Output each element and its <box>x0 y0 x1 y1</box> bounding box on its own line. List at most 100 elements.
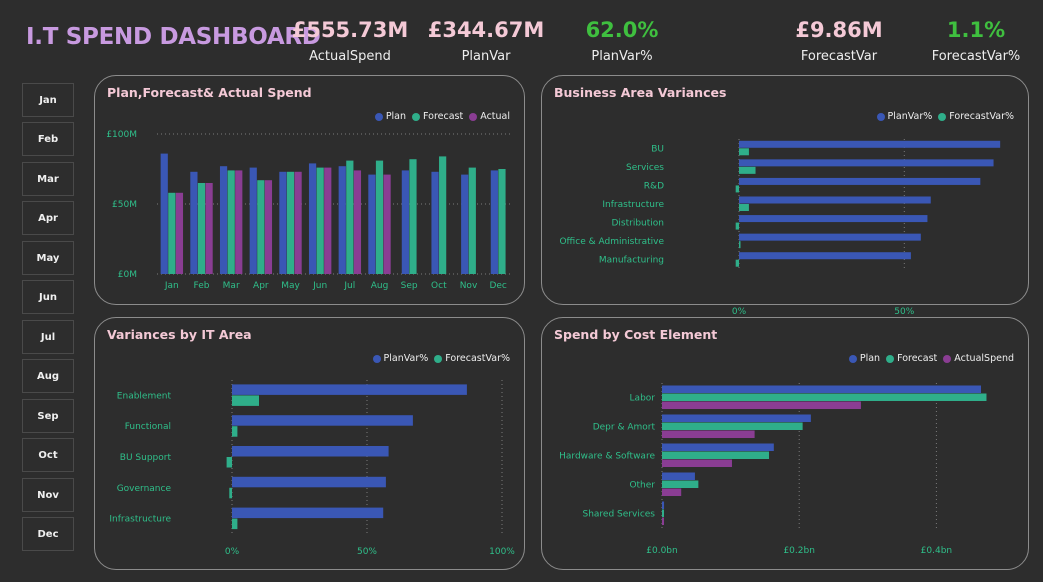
legend-item-plan[interactable]: Plan <box>374 111 406 122</box>
bar-plan <box>279 171 287 274</box>
bar-actualspend <box>662 430 755 438</box>
legend-label: PlanVar% <box>887 111 933 122</box>
legend-label: ForecastVar% <box>445 353 510 364</box>
category-label: Manufacturing <box>599 256 664 266</box>
x-tick-label: Nov <box>460 281 478 291</box>
category-label: Services <box>626 163 664 173</box>
legend-item-forecastvar[interactable]: ForecastVar% <box>938 111 1014 122</box>
category-label: Enablement <box>117 391 172 401</box>
bar-planvar-pct <box>232 384 467 395</box>
bar-actual <box>264 180 273 274</box>
bar-plan <box>431 171 439 274</box>
business-area-card: Business Area Variances PlanVar% Forecas… <box>541 75 1029 317</box>
kpi-forecast-var: £9.86M ForecastVar <box>769 18 909 64</box>
category-label: R&D <box>644 181 664 191</box>
month-button-mar[interactable]: Mar <box>22 162 74 196</box>
plan-dot-icon <box>374 112 383 121</box>
bar-forecastvar-pct <box>739 241 741 249</box>
legend-item-planvar[interactable]: PlanVar% <box>876 111 933 122</box>
chart-legend: PlanVar% ForecastVar% <box>876 111 1014 122</box>
x-tick-label: £0.4bn <box>921 546 952 556</box>
bar-forecast <box>197 183 206 274</box>
bar-forecast <box>168 192 176 274</box>
bar-forecastvar-pct <box>735 259 739 267</box>
category-label: Infrastructure <box>602 200 664 210</box>
bar-planvar-pct <box>232 476 386 488</box>
bar-forecastvar-pct <box>739 148 749 156</box>
category-label: Other <box>629 481 655 491</box>
x-tick-label: 50% <box>357 547 377 557</box>
month-button-may[interactable]: May <box>22 241 74 275</box>
legend-label: PlanVar% <box>383 353 429 364</box>
kpi-label: ActualSpend <box>309 49 391 64</box>
category-label: BU <box>651 144 664 154</box>
legend-item-actual[interactable]: Actual <box>469 111 510 122</box>
month-button-feb[interactable]: Feb <box>22 122 74 156</box>
bar-plan <box>308 163 317 274</box>
category-label: Functional <box>125 422 171 432</box>
bar-plan <box>461 174 469 274</box>
bar-planvar-pct <box>232 507 384 519</box>
month-button-jul[interactable]: Jul <box>22 320 74 354</box>
bar-forecastvar-pct <box>735 222 739 230</box>
forecastvar-dot-icon <box>938 112 947 121</box>
month-button-nov[interactable]: Nov <box>22 478 74 512</box>
y-tick-label: £0M <box>118 270 137 280</box>
legend-item-forecastvar[interactable]: ForecastVar% <box>434 353 510 364</box>
kpi-value: 62.0% <box>585 18 659 42</box>
bar-actual <box>235 170 243 274</box>
x-tick-label: £0.0bn <box>646 546 677 556</box>
category-label: Office & Administrative <box>559 237 664 247</box>
bar-actualspend <box>662 488 682 496</box>
month-button-jun[interactable]: Jun <box>22 280 74 314</box>
kpi-label: ForecastVar% <box>931 49 1021 64</box>
kpi-plan-var: £344.67M PlanVar <box>416 18 556 64</box>
category-label: Shared Services <box>583 510 656 520</box>
x-tick-label: Feb <box>194 281 210 291</box>
month-button-jan[interactable]: Jan <box>22 83 74 117</box>
x-tick-label: Sep <box>401 281 418 291</box>
legend-item-forecast[interactable]: Forecast <box>412 111 463 122</box>
bar-forecastvar-pct <box>232 518 238 530</box>
month-button-sep[interactable]: Sep <box>22 399 74 433</box>
x-tick-label: May <box>281 281 300 291</box>
bar-actual <box>175 192 184 274</box>
bar-forecastvar-pct <box>739 166 756 174</box>
x-tick-label: Aug <box>371 281 389 291</box>
x-tick-label: 50% <box>894 307 914 317</box>
x-tick-label: Jan <box>164 281 179 291</box>
kpi-actual-spend: £555.73M ActualSpend <box>280 18 420 64</box>
bar-plan <box>662 472 695 480</box>
x-tick-label: Oct <box>431 281 447 291</box>
bar-forecast <box>257 180 265 274</box>
legend-item-plan[interactable]: Plan <box>848 353 880 364</box>
month-button-oct[interactable]: Oct <box>22 438 74 472</box>
kpi-value: £9.86M <box>795 18 883 42</box>
bar-planvar-pct <box>739 140 1001 148</box>
month-button-dec[interactable]: Dec <box>22 517 74 551</box>
month-button-apr[interactable]: Apr <box>22 201 74 235</box>
kpi-plan-var-pct: 62.0% PlanVar% <box>552 18 692 64</box>
chart-legend: Plan Forecast Actual <box>374 111 510 122</box>
legend-item-actualspend[interactable]: ActualSpend <box>943 353 1014 364</box>
legend-item-planvar[interactable]: PlanVar% <box>372 353 429 364</box>
bar-planvar-pct <box>739 196 931 204</box>
bar-forecastvar-pct <box>735 185 739 193</box>
bar-actual <box>205 183 213 274</box>
bar-forecast <box>409 159 417 274</box>
bar-plan <box>190 171 198 274</box>
spend-card: Plan,Forecast& Actual Spend Plan Forecas… <box>94 75 525 305</box>
x-tick-label: Apr <box>253 281 269 291</box>
legend-item-forecast[interactable]: Forecast <box>886 353 937 364</box>
x-tick-label: Jun <box>312 281 327 291</box>
forecast-dot-icon <box>412 112 421 121</box>
bar-plan <box>662 414 811 422</box>
month-button-aug[interactable]: Aug <box>22 359 74 393</box>
x-tick-label: Dec <box>489 281 506 291</box>
category-label: Distribution <box>611 219 664 229</box>
bar-forecast <box>375 160 384 274</box>
bar-forecast <box>439 156 447 274</box>
planvar-dot-icon <box>372 354 381 363</box>
category-label: Infrastructure <box>109 515 171 525</box>
planvar-dot-icon <box>876 112 885 121</box>
